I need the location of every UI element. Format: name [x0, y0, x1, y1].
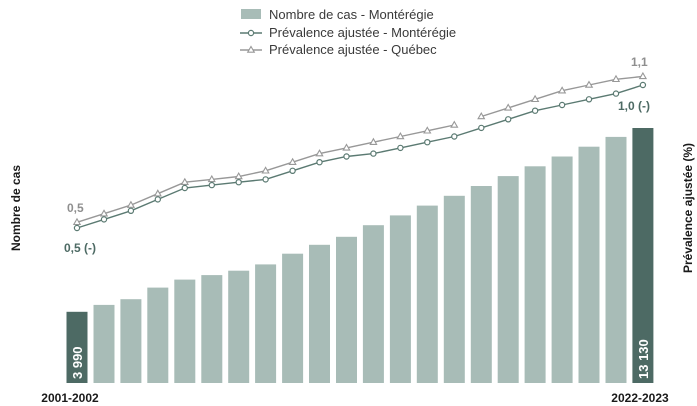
point-monteregie-2004-2005	[154, 196, 161, 203]
point-monteregie-2022-2023	[639, 81, 647, 89]
bar-2021-2022	[605, 136, 627, 383]
point-monteregie-2020-2021	[585, 96, 593, 103]
bar-2009-2010	[282, 253, 304, 383]
point-quebec-2003-2004	[126, 200, 136, 208]
legend-bar-swatch	[241, 9, 261, 19]
x-tick-label-first: 2001-2002	[41, 391, 99, 405]
point-monteregie-2021-2022	[612, 90, 620, 97]
bar-2010-2011	[309, 244, 330, 383]
point-quebec-2013-2014	[396, 131, 405, 140]
bar-2022-2023	[632, 128, 654, 383]
label-quebec-last: 1,1	[631, 55, 648, 69]
point-quebec-2022-2023	[638, 71, 648, 80]
bar-2012-2013	[362, 225, 384, 383]
point-quebec-2007-2008	[234, 171, 243, 180]
bar-2003-2004	[120, 299, 142, 383]
point-quebec-2006-2007	[207, 174, 216, 183]
legend-monteregie-marker	[247, 29, 255, 37]
point-quebec-2017-2018	[504, 103, 513, 111]
point-quebec-2012-2013	[369, 137, 378, 145]
point-quebec-2004-2005	[153, 189, 162, 197]
bar-value-label-last: 13 130	[636, 339, 651, 379]
point-monteregie-2012-2013	[370, 150, 377, 157]
bar-2005-2006	[174, 279, 196, 383]
point-monteregie-2017-2018	[505, 116, 512, 123]
point-monteregie-2007-2008	[235, 178, 242, 186]
point-monteregie-2008-2009	[262, 176, 269, 183]
point-quebec-2020-2021	[584, 80, 594, 88]
bar-2016-2017	[470, 186, 492, 383]
bar-2013-2014	[389, 215, 411, 383]
point-quebec-2018-2019	[530, 94, 540, 103]
bar-2017-2018	[497, 176, 519, 383]
lines-group	[72, 71, 648, 232]
point-monteregie-2016-2017	[478, 124, 485, 132]
point-quebec-2015-2016	[450, 120, 459, 128]
point-quebec-2019-2020	[557, 86, 567, 94]
point-monteregie-2015-2016	[451, 133, 458, 140]
point-monteregie-2018-2019	[531, 107, 539, 114]
legend-quebec-marker	[246, 45, 256, 53]
point-monteregie-2005-2006	[181, 184, 188, 192]
bar-2015-2016	[443, 195, 465, 383]
bar-2006-2007	[201, 275, 223, 383]
legend-monteregie-label: Prévalence ajustée - Montérégie	[269, 25, 456, 40]
labels-group: 3 990 13 130 0,5 0,5 (-) 1,1 1,0 (-)	[64, 55, 651, 379]
point-quebec-2016-2017	[477, 111, 486, 120]
bar-2014-2015	[416, 205, 438, 383]
legend-bar-label: Nombre de cas - Montérégie	[269, 7, 434, 22]
bar-2020-2021	[578, 146, 600, 383]
point-monteregie-2010-2011	[316, 158, 323, 166]
point-quebec-2021-2022	[611, 74, 621, 83]
bar-2002-2003	[93, 304, 115, 383]
point-quebec-2009-2010	[288, 157, 297, 165]
point-monteregie-2019-2020	[558, 101, 566, 109]
bar-2011-2012	[336, 236, 357, 383]
bar-2019-2020	[551, 156, 573, 383]
bar-2018-2019	[524, 166, 546, 383]
point-monteregie-2002-2003	[100, 216, 108, 223]
y-axis-title-right: Prévalence ajustée (%)	[681, 143, 695, 273]
line-monteregie	[76, 84, 644, 229]
y-axis-title-left: Nombre de cas	[9, 165, 23, 251]
bar-2004-2005	[147, 287, 169, 383]
point-quebec-2008-2009	[261, 166, 270, 174]
label-monteregie-last: 1,0 (-)	[618, 99, 650, 113]
point-quebec-2002-2003	[99, 209, 109, 217]
label-monteregie-first: 0,5 (-)	[64, 241, 96, 255]
point-quebec-2011-2012	[342, 143, 351, 151]
point-quebec-2001-2002	[72, 217, 82, 226]
point-monteregie-2014-2015	[424, 138, 431, 146]
legend-quebec-label: Prévalence ajustée - Québec	[269, 42, 437, 57]
point-monteregie-2011-2012	[343, 153, 350, 160]
label-quebec-first: 0,5	[67, 201, 84, 215]
point-quebec-2005-2006	[180, 177, 189, 185]
x-tick-label-last: 2022-2023	[611, 391, 669, 405]
bar-2001-2002	[66, 311, 88, 383]
point-monteregie-2001-2002	[73, 224, 81, 232]
point-quebec-2010-2011	[315, 149, 324, 157]
point-monteregie-2006-2007	[208, 181, 215, 189]
bar-value-label-first: 3 990	[70, 346, 85, 379]
point-monteregie-2009-2010	[289, 167, 296, 174]
point-monteregie-2003-2004	[127, 207, 135, 214]
point-monteregie-2013-2014	[397, 144, 404, 152]
legend: Nombre de cas - Montérégie Prévalence aj…	[240, 7, 456, 57]
bars-group	[66, 128, 654, 383]
bar-2008-2009	[255, 264, 277, 383]
bar-2007-2008	[228, 270, 250, 383]
point-quebec-2014-2015	[423, 126, 432, 134]
